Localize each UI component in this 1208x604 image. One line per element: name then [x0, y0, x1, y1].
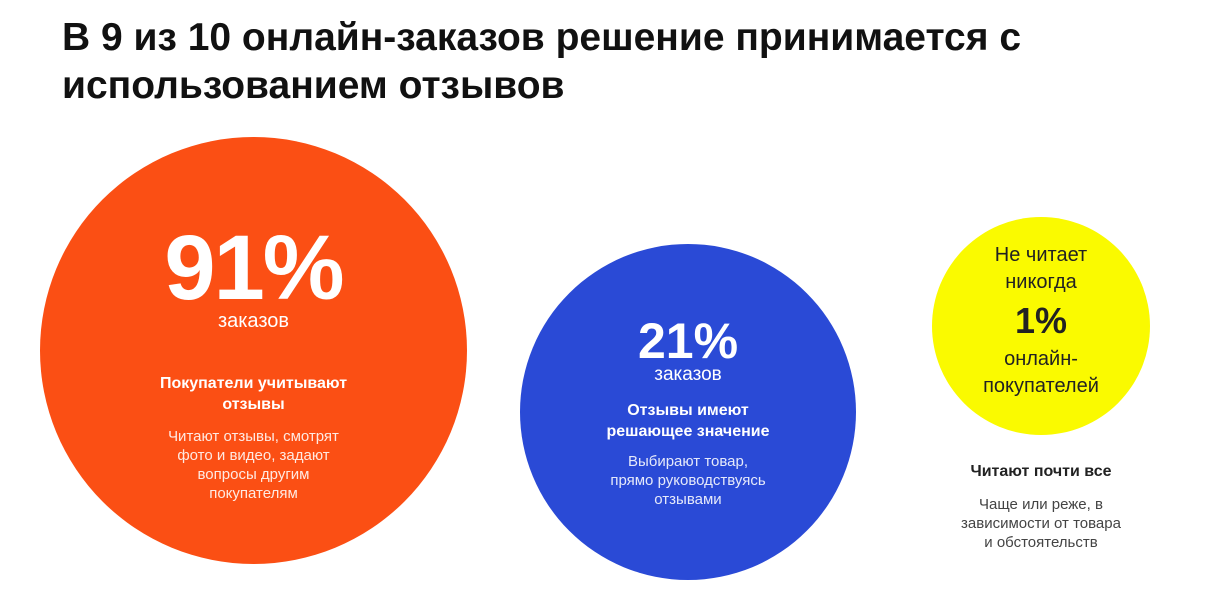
stat-unit: заказов: [217, 310, 290, 332]
stat-percent: 1%: [1014, 300, 1068, 341]
stat-description-line: вопросы другим: [197, 466, 310, 483]
stat-unit: заказов: [654, 364, 722, 385]
stat-heading: Отзывы имеют решающее значение: [606, 400, 769, 442]
stat-description: Чаще или реже, в зависимости от товара и…: [920, 495, 1162, 552]
stat-heading-line: Покупатели учитывают: [159, 375, 348, 392]
stat-top-text-line: никогда: [1005, 271, 1077, 293]
stat-top-text-line: Не читает: [994, 244, 1088, 266]
stat-description-line: прямо руководствуясь: [610, 472, 766, 489]
page-title-line-2: использованием отзывов: [62, 64, 565, 107]
stat-description-line: Читают отзывы, смотрят: [168, 428, 339, 445]
stat-unit-line: покупателей: [983, 375, 1099, 397]
stat-percent: 21%: [637, 313, 739, 369]
page-title-line-1: В 9 из 10 онлайн-заказов решение принима…: [62, 16, 1022, 59]
stat-unit-line: онлайн-: [1004, 348, 1078, 370]
stat-description-line: фото и видео, задают: [177, 447, 330, 464]
stat-description-line: и обстоятельств: [984, 534, 1098, 551]
stat-circle-reviews-decisive: 21% заказов Отзывы имеют решающее значен…: [520, 244, 856, 580]
stat-description: Выбирают товар, прямо руководствуясь отз…: [610, 452, 765, 509]
stat-description-line: покупателям: [209, 485, 298, 502]
stat-heading-line: решающее значение: [606, 423, 770, 440]
stat-heading-line: отзывы: [222, 396, 285, 413]
stat-description-line: зависимости от товара: [961, 515, 1121, 532]
stat-heading-line: Отзывы имеют: [627, 402, 749, 419]
stat-percent: 91%: [164, 217, 344, 319]
stat-description-line: Чаще или реже, в: [979, 496, 1103, 513]
stat-heading: Покупатели учитывают отзывы: [160, 373, 347, 415]
stat-description-line: Выбирают товар,: [627, 453, 749, 470]
stat-circle-never-read: Не читает никогда 1% онлайн- покупателей: [932, 217, 1150, 435]
page-title: В 9 из 10 онлайн-заказов решение принима…: [62, 14, 1182, 110]
stat-description-line: отзывами: [654, 491, 722, 508]
stat-description: Читают отзывы, смотрят фото и видео, зад…: [168, 427, 339, 503]
stat-circle-orders-consider-reviews: 91% заказов Покупатели учитывают отзывы …: [40, 137, 467, 564]
stat-heading-almost-all-read: Читают почти все: [970, 463, 1112, 480]
